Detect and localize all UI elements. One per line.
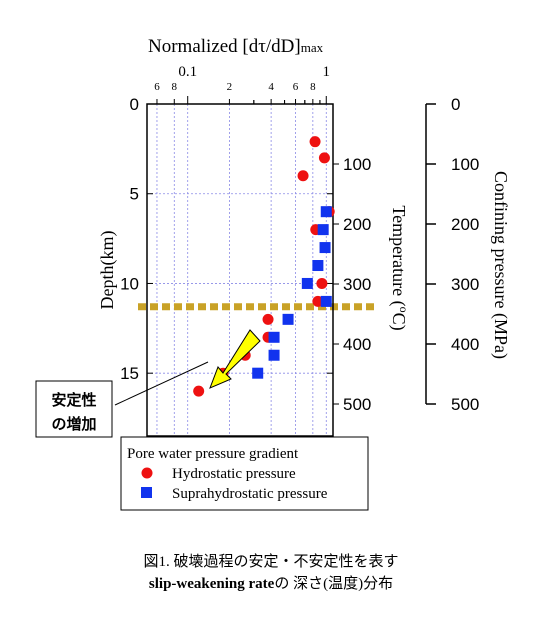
legend-circle-marker xyxy=(141,467,153,479)
top-axis-tick-label: 1 xyxy=(323,64,331,80)
caption-line-2-bold: slip-weakening rate xyxy=(148,576,275,592)
temperature-axis-tick-label: 300 xyxy=(343,275,371,294)
suprahydrostatic-point xyxy=(282,313,294,325)
top-axis-tick-label: 6 xyxy=(293,81,299,93)
top-axis-title-main: Normalized [dτ/dD] xyxy=(148,36,301,57)
depth-axis-tick-label: 5 xyxy=(130,185,139,204)
temperature-axis-tick-label: 200 xyxy=(343,215,371,234)
suprahydrostatic-point xyxy=(319,242,331,254)
depth-axis-tick-label: 10 xyxy=(120,274,139,293)
top-axis-tick-label: 4 xyxy=(268,81,274,93)
hydrostatic-point xyxy=(193,385,205,397)
suprahydrostatic-point xyxy=(317,224,329,236)
suprahydrostatic-point xyxy=(252,367,264,379)
grid-lines xyxy=(147,104,333,436)
temperature-axis-title-sup: o xyxy=(397,307,411,313)
top-axis-tick-label: 0.1 xyxy=(178,64,197,80)
top-axis: 6 80.12 4 6 81 xyxy=(154,64,330,104)
temperature-axis-title-end: C) xyxy=(388,313,409,331)
temperature-axis-tick-label: 500 xyxy=(343,395,371,414)
hydrostatic-point xyxy=(316,277,328,289)
suprahydrostatic-point xyxy=(312,260,324,272)
suprahydrostatic-point xyxy=(320,206,332,218)
annotation-leader-line xyxy=(114,361,209,406)
pressure-axis-tick-label: 500 xyxy=(451,395,479,414)
pressure-axis-title: Confining pressure (MPa) xyxy=(490,171,511,359)
depth-axis-tick-label: 0 xyxy=(130,95,139,114)
pressure-axis-tick-label: 400 xyxy=(451,335,479,354)
pressure-axis-tick-label: 100 xyxy=(451,155,479,174)
temperature-axis-title: Temperature (oC) xyxy=(388,205,411,330)
temperature-axis-title-text: Temperature ( xyxy=(388,205,409,306)
suprahydrostatic-point xyxy=(320,295,332,307)
hydrostatic-point xyxy=(262,313,274,325)
legend-box xyxy=(120,436,369,511)
suprahydrostatic-point xyxy=(268,349,280,361)
top-axis-tick-label: 8 xyxy=(172,81,178,93)
pressure-axis: 0 100 200 300 400 500 xyxy=(425,95,479,414)
temperature-axis: 100 200 300 400 500 xyxy=(333,155,371,414)
hydrostatic-point xyxy=(318,152,330,164)
data-series xyxy=(193,136,335,397)
top-axis-tick-label: 8 xyxy=(310,81,316,93)
pressure-axis-tick-label: 300 xyxy=(451,275,479,294)
top-axis-tick-label: 6 xyxy=(154,81,160,93)
legend-hydrostatic-label: Hydrostatic pressure xyxy=(172,466,296,482)
plot-frame xyxy=(146,103,334,437)
suprahydrostatic-point xyxy=(268,331,280,343)
pressure-axis-tick-label: 200 xyxy=(451,215,479,234)
hydrostatic-point xyxy=(309,136,321,148)
legend-square-marker xyxy=(141,487,152,498)
depth-axis-tick-label: 15 xyxy=(120,364,139,383)
depth-axis: 0 5 10 15 xyxy=(120,95,333,383)
top-axis-tick-label: 2 xyxy=(227,81,233,93)
annotation-box xyxy=(35,380,113,438)
temperature-axis-tick-label: 400 xyxy=(343,335,371,354)
hydrostatic-point xyxy=(312,295,324,307)
caption-line-1-text: 図1. 破壊過程の安定・不安定性を表す xyxy=(143,554,399,570)
stability-arrow xyxy=(209,329,261,389)
hydrostatic-point xyxy=(297,170,309,182)
temperature-axis-tick-label: 100 xyxy=(343,155,371,174)
top-axis-title: Normalized [dτ/dD]max xyxy=(148,36,324,57)
depth-axis-title: Depth(km) xyxy=(97,231,118,310)
figure-caption-line-2: slip-weakening rateの 深さ(温度)分布 xyxy=(0,573,542,595)
figure-caption-line-1: 図1. 破壊過程の安定・不安定性を表す xyxy=(0,551,542,573)
annotation-line-1: 安定性 xyxy=(51,391,96,409)
caption-line-2-rest: の 深さ(温度)分布 xyxy=(274,576,394,592)
pressure-axis-tick-label: 0 xyxy=(451,95,460,114)
legend-title: Pore water pressure gradient xyxy=(127,446,299,462)
top-axis-title-sub: max xyxy=(301,40,324,55)
legend-suprahydrostatic-label: Suprahydrostatic pressure xyxy=(172,486,328,502)
suprahydrostatic-point xyxy=(301,277,313,289)
annotation-line-2: の増加 xyxy=(51,415,96,433)
